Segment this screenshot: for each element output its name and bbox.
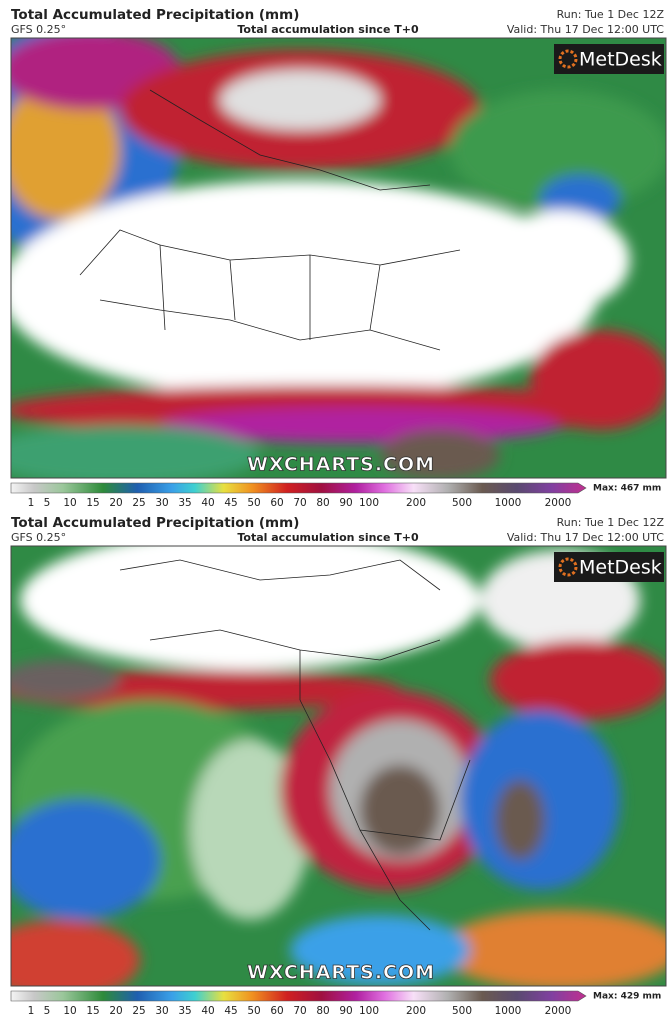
legend-tick: 10 bbox=[63, 497, 76, 509]
legend-tick: 35 bbox=[178, 497, 191, 509]
legend-tick: 500 bbox=[452, 497, 472, 509]
legend-tick: 80 bbox=[316, 1005, 329, 1017]
legend-tick: 1 bbox=[28, 497, 35, 509]
legend-tick: 25 bbox=[132, 497, 145, 509]
legend-tick: 45 bbox=[224, 1005, 237, 1017]
legend-tick: 1000 bbox=[495, 1005, 522, 1017]
legend-tick: 100 bbox=[359, 497, 379, 509]
subtitle: Total accumulation since T+0 bbox=[237, 23, 419, 36]
panel: Total Accumulated Precipitation (mm)GFS … bbox=[10, 515, 667, 1017]
legend-tick: 50 bbox=[247, 497, 260, 509]
legend-tick: 200 bbox=[406, 1005, 426, 1017]
map-2 bbox=[11, 546, 666, 986]
brand-logo bbox=[558, 557, 578, 577]
legend-tick: 500 bbox=[452, 1005, 472, 1017]
brand: MetDesk bbox=[579, 557, 662, 579]
colorbar bbox=[10, 482, 587, 494]
panels: Total Accumulated Precipitation (mm)GFS … bbox=[10, 7, 667, 1017]
legend-tick: 10 bbox=[63, 1005, 76, 1017]
title: Total Accumulated Precipitation (mm) bbox=[11, 7, 299, 23]
colorbar bbox=[10, 990, 587, 1002]
subtitle: Total accumulation since T+0 bbox=[237, 531, 419, 544]
legend-tick: 80 bbox=[316, 497, 329, 509]
panel: Total Accumulated Precipitation (mm)GFS … bbox=[10, 7, 667, 509]
run: Run: Tue 1 Dec 12Z bbox=[557, 516, 665, 529]
max-label: Max: 467 mm bbox=[593, 484, 661, 494]
legend-tick: 50 bbox=[247, 1005, 260, 1017]
brand-box bbox=[554, 44, 664, 74]
legend-tick: 15 bbox=[86, 1005, 99, 1017]
legend-tick: 40 bbox=[201, 497, 214, 509]
legend-tick: 90 bbox=[339, 1005, 352, 1017]
legend-tick: 70 bbox=[293, 1005, 306, 1017]
legend-tick: 70 bbox=[293, 497, 306, 509]
map-border bbox=[10, 545, 667, 987]
legend-tick: 60 bbox=[270, 1005, 283, 1017]
max-label: Max: 429 mm bbox=[593, 992, 661, 1002]
legend-tick: 2000 bbox=[545, 497, 572, 509]
legend-tick: 15 bbox=[86, 497, 99, 509]
map-1 bbox=[11, 38, 666, 478]
valid: Valid: Thu 17 Dec 12:00 UTC bbox=[507, 23, 664, 36]
legend-tick: 1 bbox=[28, 1005, 35, 1017]
legend-tick: 2000 bbox=[545, 1005, 572, 1017]
legend-tick: 40 bbox=[201, 1005, 214, 1017]
model: GFS 0.25° bbox=[11, 23, 66, 36]
valid: Valid: Thu 17 Dec 12:00 UTC bbox=[507, 531, 664, 544]
legend-tick: 35 bbox=[178, 1005, 191, 1017]
legend-tick: 5 bbox=[44, 497, 51, 509]
legend-tick: 30 bbox=[155, 497, 168, 509]
brand-box bbox=[554, 552, 664, 582]
legend-tick: 1000 bbox=[495, 497, 522, 509]
legend-tick: 5 bbox=[44, 1005, 51, 1017]
legend-tick: 20 bbox=[109, 497, 122, 509]
legend-tick: 20 bbox=[109, 1005, 122, 1017]
watermark: WXCHARTS.COM bbox=[247, 454, 435, 476]
brand-logo bbox=[558, 49, 578, 69]
map-border bbox=[10, 37, 667, 479]
legend-tick: 60 bbox=[270, 497, 283, 509]
legend-tick: 30 bbox=[155, 1005, 168, 1017]
run: Run: Tue 1 Dec 12Z bbox=[557, 8, 665, 21]
legend-tick: 45 bbox=[224, 497, 237, 509]
watermark: WXCHARTS.COM bbox=[247, 962, 435, 984]
model: GFS 0.25° bbox=[11, 531, 66, 544]
legend-tick: 100 bbox=[359, 1005, 379, 1017]
title: Total Accumulated Precipitation (mm) bbox=[11, 515, 299, 531]
legend-tick: 200 bbox=[406, 497, 426, 509]
brand: MetDesk bbox=[579, 49, 662, 71]
legend-tick: 90 bbox=[339, 497, 352, 509]
legend-tick: 25 bbox=[132, 1005, 145, 1017]
